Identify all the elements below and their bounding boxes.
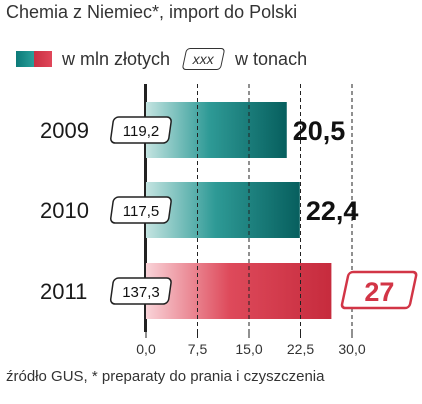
x-tick-label: 7,5 — [188, 341, 208, 357]
bar-2011 — [146, 263, 332, 319]
value-label: 27 — [364, 277, 394, 307]
x-tick-label: 0,0 — [136, 341, 156, 357]
bar-2010 — [146, 182, 300, 238]
legend-mln-label: w mln złotych — [62, 48, 171, 69]
legend-box-sample: xxx — [181, 48, 226, 70]
tons-box — [110, 116, 172, 144]
value-label: 20,5 — [293, 116, 346, 146]
legend: w mln złotych xxx w tonach — [16, 47, 307, 71]
tons-box — [109, 196, 172, 224]
category-label: 2009 — [40, 118, 89, 143]
source-footnote: źródło GUS, * preparaty do prania i czys… — [6, 368, 325, 385]
tons-label: 137,3 — [122, 284, 160, 301]
category-label: 2010 — [40, 198, 89, 223]
highlight-value-box — [340, 270, 418, 310]
category-label: 2011 — [40, 279, 87, 304]
legend-tons-label: w tonach — [235, 48, 308, 69]
bar-chart: 0,0 7,5 15,0 22,5 30,0 2009 119,2 20,5 2010 117,5… — [40, 84, 418, 357]
legend-swatch-icon — [16, 51, 52, 67]
x-tick-label: 15,0 — [235, 341, 262, 357]
chart-title: Chemia z Niemiec*, import do Polski — [6, 2, 298, 22]
tons-box — [109, 277, 172, 305]
tons-label: 117,5 — [123, 203, 159, 220]
x-tick-label: 30,0 — [338, 341, 365, 357]
value-label: 22,4 — [306, 196, 359, 226]
tons-label: 119,2 — [123, 123, 159, 140]
x-tick-label: 22,5 — [287, 341, 314, 357]
